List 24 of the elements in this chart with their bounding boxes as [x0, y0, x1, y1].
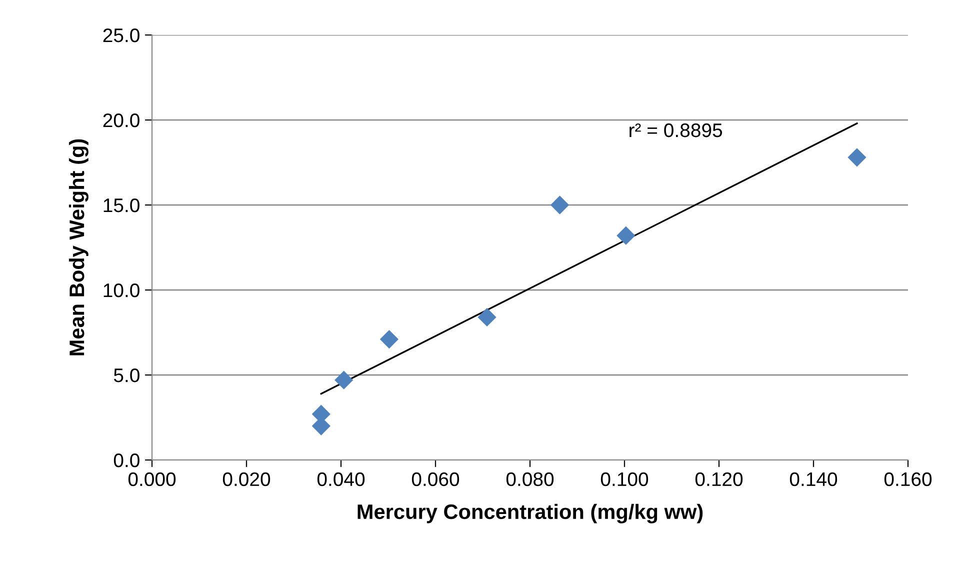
x-tick-label: 0.080	[506, 472, 554, 486]
point	[550, 196, 570, 214]
y-tick-label: 0.0	[114, 453, 140, 468]
y-tick-label: 20.0	[103, 113, 140, 128]
y-tick-label: 25.0	[103, 28, 140, 42]
point	[478, 308, 496, 327]
y-axis-title: Mean Body Weight (g)	[68, 139, 88, 356]
point	[848, 148, 866, 167]
y-tick-label: 10.0	[104, 283, 140, 298]
y-tick-label: 15.0	[104, 198, 140, 212]
x-tick-label: 0.060	[412, 472, 460, 486]
point	[380, 330, 399, 349]
point	[616, 226, 636, 245]
annotation: r² = 0.8895	[630, 123, 722, 138]
x-tick-label: 0.160	[884, 472, 932, 486]
y-tick-label: 5.0	[114, 368, 140, 382]
x-tick-label: 0.120	[695, 472, 743, 486]
x-tick-label: 0.040	[317, 472, 365, 486]
x-axis-title: Mercury Concentration (mg/kg ww)	[358, 504, 703, 524]
x-tick-label: 0.000	[128, 472, 176, 486]
point	[334, 370, 354, 390]
x-tick-label: 0.100	[600, 472, 648, 486]
x-tick-label: 0.020	[222, 472, 270, 486]
x-tick-label: 0.140	[790, 472, 838, 486]
